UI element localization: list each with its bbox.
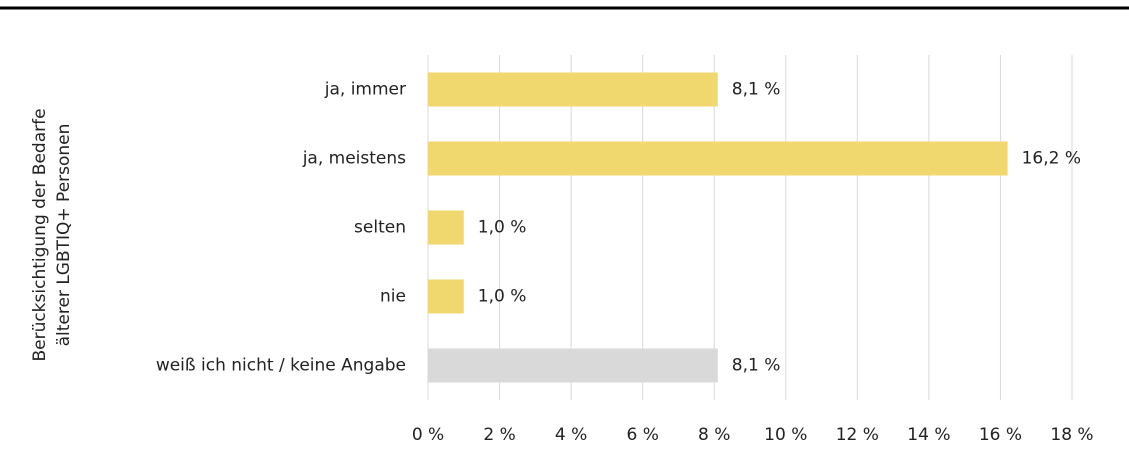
y-tick-label: weiß ich nicht / keine Angabe (156, 356, 406, 376)
bar (428, 141, 1008, 176)
x-tick-label: 12 % (836, 425, 879, 445)
value-label: 16,2 % (1022, 149, 1081, 169)
y-axis-label: Berücksichtigung der Bedarfe (30, 108, 50, 361)
bar (428, 279, 464, 314)
value-label: 1,0 % (478, 287, 527, 307)
x-tick-label: 18 % (1050, 425, 1093, 445)
x-tick-label: 8 % (698, 425, 730, 445)
x-tick-label: 10 % (764, 425, 807, 445)
value-label: 8,1 % (732, 80, 781, 100)
x-tick-label: 4 % (555, 425, 587, 445)
x-tick-label: 0 % (412, 425, 444, 445)
y-tick-label: ja, meistens (302, 149, 406, 169)
x-tick-label: 14 % (907, 425, 950, 445)
y-tick-label: ja, immer (324, 80, 406, 100)
x-tick-label: 16 % (979, 425, 1022, 445)
x-tick-label: 2 % (483, 425, 515, 445)
value-label: 8,1 % (732, 356, 781, 376)
x-tick-label: 6 % (626, 425, 658, 445)
y-tick-label: nie (380, 287, 406, 307)
bar (428, 72, 718, 107)
value-label: 1,0 % (478, 218, 527, 238)
y-axis-label: älterer LGBTIQ+ Personen (54, 124, 74, 347)
bar (428, 348, 718, 383)
y-tick-label: selten (354, 218, 406, 238)
bar (428, 210, 464, 245)
